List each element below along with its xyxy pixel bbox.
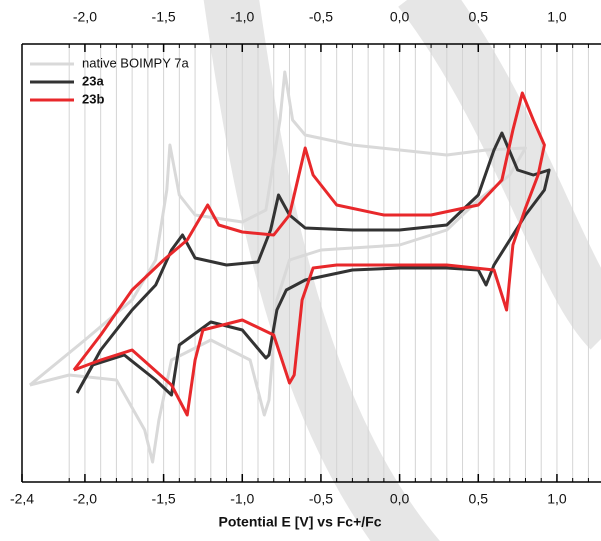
- x-tick-label: 1,0: [547, 491, 567, 507]
- top-tick-label: -0,5: [309, 9, 333, 25]
- x-tick-label: -2,0: [73, 491, 97, 507]
- top-tick-label: -1,5: [152, 9, 176, 25]
- top-tick-label: 1,0: [547, 9, 567, 25]
- x-tick-label: -0,5: [309, 491, 333, 507]
- legend-label: 23a: [82, 73, 104, 88]
- legend-label: native BOIMPY 7a: [82, 55, 189, 70]
- x-tick-label: -1,0: [230, 491, 254, 507]
- cv-curve: [75, 131, 551, 397]
- x-tick-label: -1,5: [152, 491, 176, 507]
- cv-curve: [28, 70, 527, 464]
- cv-curve: [72, 91, 546, 417]
- x-tick-label: 0,0: [390, 491, 410, 507]
- top-tick-label: -2,0: [73, 9, 97, 25]
- top-tick-label: 0,5: [469, 9, 489, 25]
- watermark-arc: [203, 0, 440, 541]
- top-tick-label: -1,0: [230, 9, 254, 25]
- legend-label: 23b: [82, 91, 104, 106]
- x-tick-label: -2,4: [10, 491, 34, 507]
- top-tick-label: 0,0: [390, 9, 410, 25]
- x-axis-title: Potential E [V] vs Fc+/Fc: [219, 514, 382, 530]
- x-tick-label: 0,5: [469, 491, 489, 507]
